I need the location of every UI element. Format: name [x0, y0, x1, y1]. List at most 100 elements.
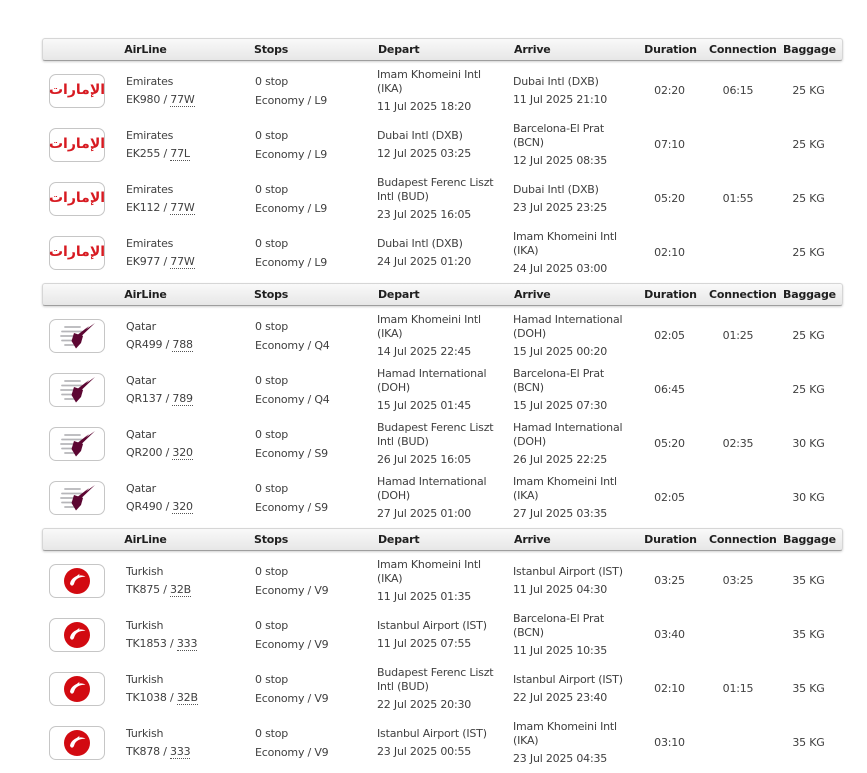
cabin-class: Economy / L9	[255, 148, 328, 161]
aircraft-code-link[interactable]: 77L	[170, 147, 190, 161]
column-header-airline[interactable]: AirLine	[124, 43, 167, 56]
arrive-cell: Barcelona-El Prat (BCN) 15 Jul 2025 07:3…	[507, 367, 637, 413]
stops-cell: 0 stop Economy / S9	[247, 479, 371, 517]
baggage-value: 25 KG	[792, 328, 825, 342]
depart-cell: Imam Khomeini Intl (IKA) 11 Jul 2025 01:…	[371, 558, 507, 604]
arrive-airport: Hamad International (DOH)	[513, 313, 623, 340]
column-header-stops[interactable]: Stops	[254, 533, 289, 546]
airline-cell: الإمارات Emirates EK977 / 77W	[42, 235, 247, 271]
flight-number-line: TK878 / 333	[126, 743, 191, 761]
aircraft-code-link[interactable]: 77W	[170, 201, 195, 215]
column-header-connection[interactable]: Connection	[709, 288, 777, 301]
stops-cell: 0 stop Economy / L9	[247, 180, 371, 218]
baggage-value: 35 KG	[792, 627, 825, 641]
aircraft-code-link[interactable]: 77W	[170, 255, 195, 269]
aircraft-code-link[interactable]: 32B	[170, 583, 191, 597]
airline-logo-box: الإمارات	[49, 236, 105, 270]
depart-cell: Imam Khomeini Intl (IKA) 14 Jul 2025 22:…	[371, 313, 507, 359]
column-header-arrive[interactable]: Arrive	[514, 533, 551, 546]
aircraft-code-link[interactable]: 320	[172, 500, 193, 514]
column-header-connection[interactable]: Connection	[709, 43, 777, 56]
flight-number-line: EK980 / 77W	[126, 91, 195, 109]
airline-name: Emirates	[126, 75, 174, 88]
column-header-depart[interactable]: Depart	[378, 288, 420, 301]
flight-number-line: TK1853 / 333	[126, 635, 197, 653]
depart-airport: Budapest Ferenc Liszt Intl (BUD)	[377, 421, 494, 448]
column-header-arrive[interactable]: Arrive	[514, 43, 551, 56]
airline-logo-box	[49, 564, 105, 598]
airline-logo-box: الإمارات	[49, 74, 105, 108]
flight-aircraft-separator: /	[163, 583, 167, 596]
flight-number: QR490	[126, 500, 163, 513]
airline-cell: Qatar QR200 / 320	[42, 426, 247, 462]
column-header-airline[interactable]: AirLine	[124, 288, 167, 301]
arrive-datetime: 15 Jul 2025 07:30	[513, 399, 608, 412]
column-header-baggage[interactable]: Baggage	[783, 43, 836, 56]
depart-airport: Imam Khomeini Intl (IKA)	[377, 68, 481, 95]
qatar-airways-oryx-logo-icon	[60, 485, 95, 511]
arrive-airport: Dubai Intl (DXB)	[513, 75, 599, 88]
aircraft-code-link[interactable]: 32B	[176, 691, 198, 705]
flight-row[interactable]: Qatar QR137 / 789 0 stop Economy / Q4 Ha…	[42, 363, 843, 417]
flight-number-line: TK1038 / 32B	[126, 689, 198, 707]
column-header-depart[interactable]: Depart	[378, 43, 420, 56]
airline-name: Turkish	[126, 565, 164, 578]
stops-cell: 0 stop Economy / S9	[247, 425, 371, 463]
flight-row[interactable]: الإمارات Emirates EK112 / 77W 0 stop Eco…	[42, 172, 843, 226]
depart-cell: Imam Khomeini Intl (IKA) 11 Jul 2025 18:…	[371, 68, 507, 114]
flight-number-line: QR137 / 789	[126, 390, 193, 408]
flight-row[interactable]: Qatar QR490 / 320 0 stop Economy / S9 Ha…	[42, 471, 843, 525]
column-header-duration[interactable]: Duration	[644, 533, 697, 546]
connection-value: 02:35	[722, 436, 754, 450]
airline-name: Turkish	[126, 619, 164, 632]
aircraft-code-link[interactable]: 77W	[170, 93, 195, 107]
flight-row[interactable]: Turkish TK875 / 32B 0 stop Economy / V9 …	[42, 554, 843, 608]
aircraft-code-link[interactable]: 788	[172, 338, 193, 352]
duration-value: 03:25	[654, 573, 685, 587]
flight-row[interactable]: Qatar QR200 / 320 0 stop Economy / S9 Bu…	[42, 417, 843, 471]
flight-row[interactable]: Turkish TK878 / 333 0 stop Economy / V9 …	[42, 716, 843, 770]
airline-name: Qatar	[126, 374, 156, 387]
stops-cell: 0 stop Economy / V9	[247, 616, 371, 654]
flight-number: QR499	[126, 338, 163, 351]
column-header-stops[interactable]: Stops	[254, 43, 289, 56]
flight-row[interactable]: الإمارات Emirates EK977 / 77W 0 stop Eco…	[42, 226, 843, 280]
arrive-airport: Imam Khomeini Intl (IKA)	[513, 475, 617, 502]
aircraft-code-link[interactable]: 320	[172, 446, 193, 460]
flight-aircraft-separator: /	[165, 446, 170, 459]
flight-number: QR200	[126, 446, 163, 459]
flight-number: EK255	[126, 147, 161, 160]
column-header-depart[interactable]: Depart	[378, 533, 420, 546]
flight-number: EK977	[126, 255, 161, 268]
column-header-baggage[interactable]: Baggage	[783, 288, 836, 301]
flight-row[interactable]: الإمارات Emirates EK255 / 77L 0 stop Eco…	[42, 118, 843, 172]
flight-row[interactable]: الإمارات Emirates EK980 / 77W 0 stop Eco…	[42, 64, 843, 118]
column-header-stops[interactable]: Stops	[254, 288, 289, 301]
stops-value: 0 stop	[255, 129, 289, 142]
duration-value: 02:05	[654, 328, 685, 342]
airline-name: Qatar	[126, 428, 156, 441]
arrive-cell: Istanbul Airport (IST) 22 Jul 2025 23:40	[507, 673, 637, 705]
stops-value: 0 stop	[255, 374, 289, 387]
flight-aircraft-separator: /	[163, 255, 167, 268]
duration-value: 02:10	[654, 245, 685, 259]
flight-row[interactable]: Qatar QR499 / 788 0 stop Economy / Q4 Im…	[42, 309, 843, 363]
flight-aircraft-separator: /	[163, 93, 167, 106]
column-header-connection[interactable]: Connection	[709, 533, 777, 546]
column-header-duration[interactable]: Duration	[644, 288, 697, 301]
aircraft-code-link[interactable]: 333	[176, 637, 198, 651]
duration-value: 03:40	[654, 627, 685, 641]
column-header-airline[interactable]: AirLine	[124, 533, 167, 546]
column-header-baggage[interactable]: Baggage	[783, 533, 836, 546]
flight-row[interactable]: Turkish TK1038 / 32B 0 stop Economy / V9…	[42, 662, 843, 716]
column-header-duration[interactable]: Duration	[644, 43, 697, 56]
aircraft-code-link[interactable]: 333	[170, 745, 191, 759]
airline-name: Emirates	[126, 237, 174, 250]
flight-row[interactable]: Turkish TK1853 / 333 0 stop Economy / V9…	[42, 608, 843, 662]
aircraft-code-link[interactable]: 789	[172, 392, 193, 406]
airline-text-block: Turkish TK1038 / 32B	[126, 671, 198, 707]
stops-cell: 0 stop Economy / V9	[247, 562, 371, 600]
flight-number: EK980	[126, 93, 161, 106]
flight-group: AirLine Stops Depart Arrive Duration Con…	[42, 283, 843, 525]
column-header-arrive[interactable]: Arrive	[514, 288, 551, 301]
